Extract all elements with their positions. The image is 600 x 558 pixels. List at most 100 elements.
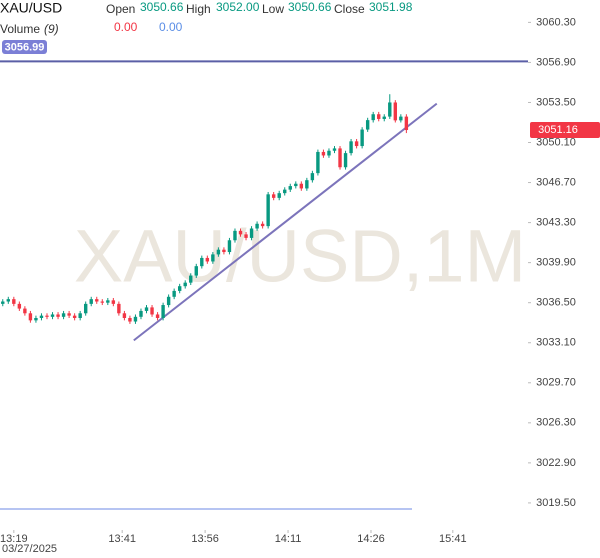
candle-body: [89, 299, 93, 304]
candle-body: [67, 313, 71, 316]
date-label: 03/27/2025: [2, 543, 57, 555]
candle-body: [227, 240, 232, 253]
candle-body: [388, 102, 392, 117]
candle-body: [404, 116, 409, 131]
candle-body: [12, 299, 16, 304]
candle-body: [78, 313, 82, 318]
symbol-title: XAU/USD: [0, 0, 62, 16]
candle-body: [249, 228, 254, 238]
candle-body: [343, 153, 348, 168]
x-tick-label: 14:26: [357, 533, 385, 545]
candle-body: [61, 313, 66, 317]
candle-body: [161, 305, 165, 318]
candle-body: [377, 114, 381, 119]
candle-body: [39, 315, 44, 318]
candle-body: [200, 257, 204, 267]
indicator-value: 0.00: [159, 20, 183, 34]
candle-body: [255, 223, 259, 229]
candle-body: [260, 223, 265, 227]
candle-body: [172, 290, 176, 297]
watermark: XAU/USD,1M: [74, 215, 526, 298]
y-tick-label: 3039.90: [536, 257, 576, 269]
candle-body: [371, 114, 375, 121]
candle-body: [155, 314, 160, 318]
y-tick-label: 3046.70: [536, 176, 576, 188]
price-badge: [2, 40, 47, 54]
y-tick-label: 3036.50: [536, 297, 576, 309]
trend-line: [133, 102, 438, 342]
candle-body: [177, 286, 182, 291]
ohlc-label: Open: [106, 2, 135, 16]
candle-body: [349, 141, 353, 154]
x-tick-label: 13:56: [191, 533, 219, 545]
candle-body: [189, 275, 193, 283]
indicator-value: 0.00: [114, 20, 138, 34]
candle-body: [271, 194, 276, 198]
candle-body: [122, 313, 127, 318]
candle-body: [133, 316, 138, 322]
ohlc-value: 3051.98: [369, 0, 413, 14]
candle-body: [354, 141, 359, 147]
candle-body: [305, 180, 309, 189]
candle-body: [28, 313, 33, 321]
candle-body: [266, 194, 270, 227]
candle-body: [211, 254, 215, 262]
x-tick-label: 15:41: [439, 533, 467, 545]
y-tick-label: 3060.30: [536, 16, 576, 28]
candle-body: [23, 308, 27, 314]
y-tick-label: 3026.30: [536, 417, 576, 429]
y-tick-label: 3022.90: [536, 457, 576, 469]
candle-body: [399, 116, 403, 121]
candle-body: [128, 318, 132, 322]
candle-body: [56, 314, 60, 317]
x-tick-label: 13:41: [108, 533, 136, 545]
last-price-badge: [530, 122, 600, 139]
candle-body: [144, 307, 149, 311]
indicator-params: (9): [44, 22, 59, 36]
candle-body: [111, 300, 116, 304]
candle-body: [216, 249, 221, 255]
candle-body: [72, 315, 77, 318]
ohlc-label: Close: [334, 2, 365, 16]
candle-body: [117, 303, 121, 314]
x-tick-label: 14:11: [275, 533, 302, 545]
candle-body: [321, 151, 326, 156]
candle-body: [310, 173, 315, 181]
candle-body: [150, 307, 154, 315]
candle-body: [393, 102, 398, 121]
candle-body: [194, 266, 198, 276]
ohlc-value: 3050.66: [288, 0, 332, 14]
indicator-name: Volume: [0, 22, 40, 36]
candle-body: [1, 301, 5, 304]
candle-body: [233, 230, 237, 241]
y-tick-label: 3029.70: [536, 377, 576, 389]
candle-body: [100, 301, 104, 303]
ohlc-value: 3050.66: [140, 0, 184, 14]
candle-body: [238, 230, 243, 235]
candle-body: [50, 314, 55, 317]
candle-body: [244, 234, 248, 238]
candle-body: [365, 120, 370, 130]
candle-body: [139, 310, 143, 317]
candle-body: [332, 148, 337, 151]
candle-body: [338, 148, 342, 168]
candle-body: [17, 303, 22, 309]
candle-body: [299, 183, 304, 189]
y-tick-label: 3056.90: [536, 56, 576, 68]
last-price-label: 3051.16: [538, 124, 578, 136]
candle-body: [6, 299, 10, 302]
price-badge-label: 3056.99: [5, 41, 45, 53]
candle-body: [45, 315, 49, 317]
candle-body: [288, 186, 292, 190]
y-tick-label: 3033.10: [536, 337, 576, 349]
ohlc-label: High: [186, 2, 211, 16]
candle-body: [34, 318, 38, 321]
y-tick-label: 3053.50: [536, 96, 576, 108]
y-tick-label: 3050.10: [536, 136, 576, 148]
candle-body: [360, 129, 364, 147]
candle-body: [205, 257, 210, 262]
ohlc-value: 3052.00: [216, 0, 260, 14]
candle-body: [277, 193, 281, 198]
candle-body: [83, 303, 88, 314]
